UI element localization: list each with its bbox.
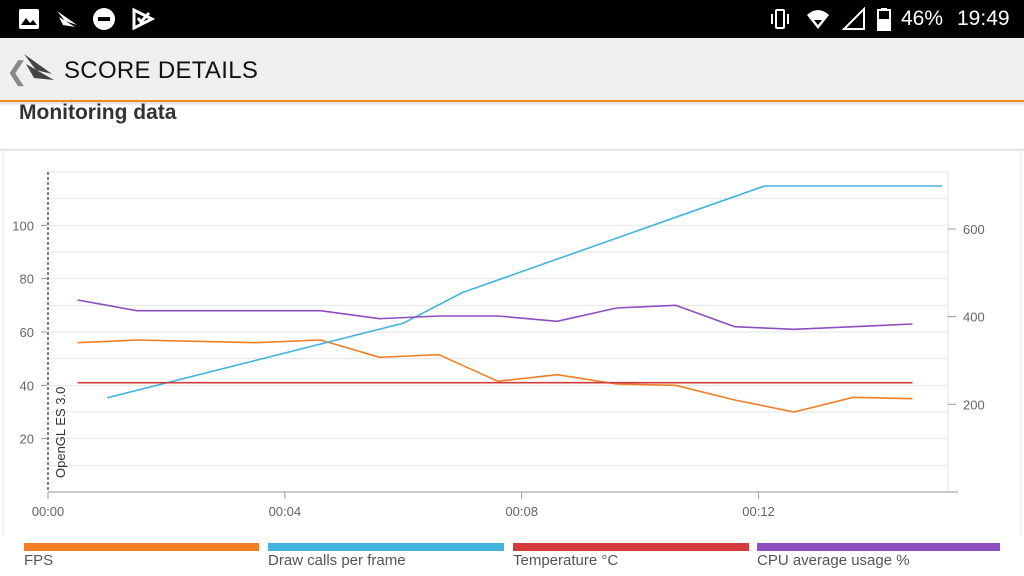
legend-cpu: CPU average usage % xyxy=(757,543,1000,576)
do-not-disturb-icon xyxy=(93,8,115,30)
right-axis-tick-label: 400 xyxy=(963,310,985,325)
series-line-cpu-average-usage xyxy=(77,299,913,331)
battery-icon xyxy=(877,8,891,31)
status-bar: 46% 19:49 xyxy=(0,0,1024,38)
x-axis-tick-label: 00:12 xyxy=(742,504,775,519)
x-axis-tick-label: 00:08 xyxy=(505,504,538,519)
right-axis-tick-label: 600 xyxy=(963,222,985,237)
x-axis-tick-label: 00:04 xyxy=(269,504,302,519)
app-bar: ❮ SCORE DETAILS xyxy=(0,38,1024,102)
legend-cpu-label: CPU average usage % xyxy=(757,552,910,569)
legend-draw-calls-swatch xyxy=(268,543,504,551)
left-axis-tick-label: 60 xyxy=(20,325,34,340)
vibrate-icon xyxy=(771,9,789,29)
wifi-icon xyxy=(807,10,829,29)
x-axis-tick-label: 00:00 xyxy=(32,504,65,519)
legend-fps-swatch xyxy=(24,543,259,551)
legend-temperature-label: Temperature °C xyxy=(513,552,619,569)
section-title: Monitoring data xyxy=(19,101,177,124)
page-title: SCORE DETAILS xyxy=(64,57,259,84)
futuremark-icon xyxy=(57,11,77,27)
legend-temperature-swatch xyxy=(513,543,749,551)
left-axis-tick-label: 40 xyxy=(20,378,34,393)
clock: 19:49 xyxy=(957,7,1010,30)
left-axis-tick-label: 80 xyxy=(20,272,34,287)
legend-fps-label: FPS xyxy=(24,552,54,569)
monitoring-chart: 20 40 60 80 100 200 400 600 00:00 00:04 00:08 00:12… xyxy=(0,150,1024,535)
right-axis-tick-label: 200 xyxy=(963,397,985,412)
signal-icon xyxy=(842,7,865,30)
back-icon[interactable]: ❮ xyxy=(6,56,28,86)
image-icon xyxy=(19,9,39,29)
annotation-label: OpenGL ES 3.0 xyxy=(53,387,68,478)
legend-draw-calls: Draw calls per frame xyxy=(268,543,504,576)
series-line-draw-calls-per-frame xyxy=(107,185,943,399)
legend-cpu-swatch xyxy=(757,543,1000,551)
left-axis-tick-label: 20 xyxy=(20,432,34,447)
legend-fps: FPS xyxy=(24,543,259,576)
legend-temperature: Temperature °C xyxy=(513,543,749,576)
check-tasks-icon xyxy=(132,7,155,31)
legend-draw-calls-label: Draw calls per frame xyxy=(268,552,406,569)
section-header: Monitoring data xyxy=(0,101,1024,150)
battery-percent: 46% xyxy=(901,7,944,30)
series-line-fps xyxy=(77,339,913,413)
app-logo-icon[interactable] xyxy=(22,50,56,84)
left-axis-tick-label: 100 xyxy=(12,218,34,233)
